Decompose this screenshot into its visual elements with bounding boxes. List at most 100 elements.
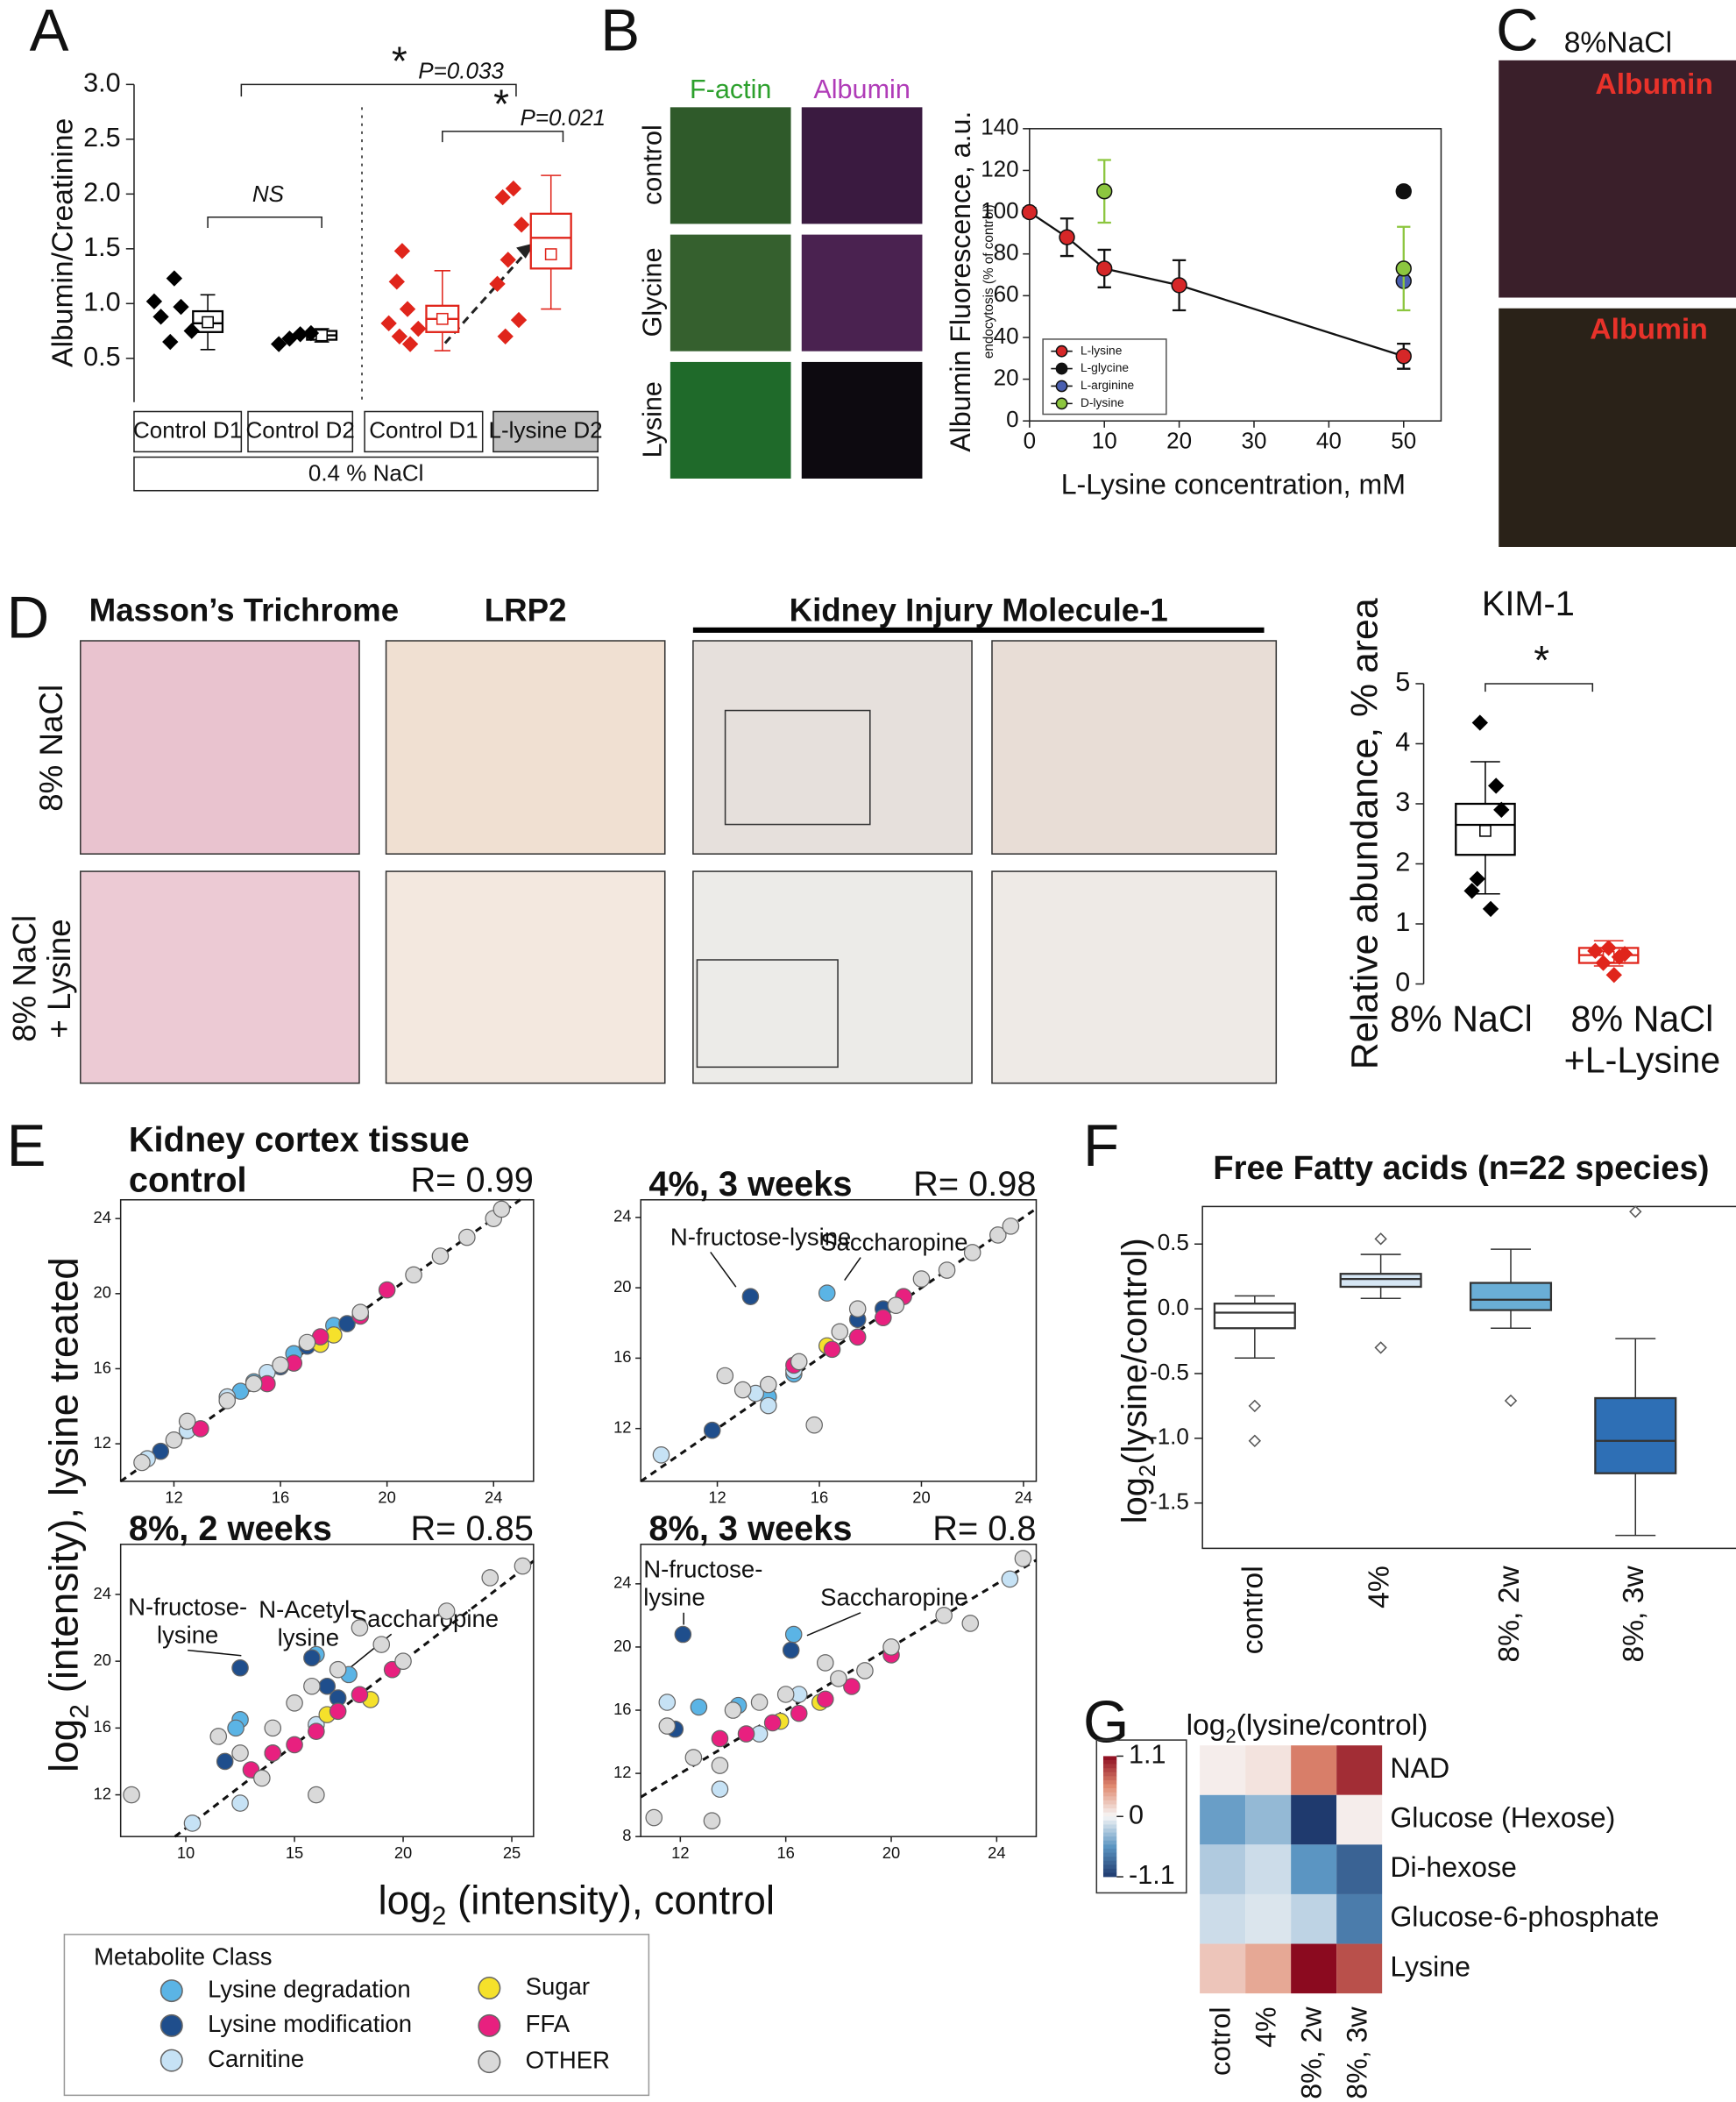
legend-label: Sugar [526,1972,590,1999]
panel-letter: E [7,1113,46,1179]
data-point [231,1658,249,1677]
legend-marker [159,1979,183,2003]
legend-marker [1055,380,1068,393]
x-tick-label: 20 [394,1843,412,1862]
micrograph [385,640,666,855]
data-point [253,1769,271,1787]
data-point [514,1557,532,1575]
micrograph [670,234,791,352]
y-axis-label: Relative abundance, % area [1344,598,1386,1069]
data-point [741,1288,760,1305]
data-point [481,1569,500,1587]
plot-frame [119,1198,535,1482]
colorbar-label: 1.1 [1129,1740,1166,1770]
micrograph [801,234,923,352]
x-tick-label: 20 [882,1843,900,1862]
colorbar-segment [1102,1857,1117,1862]
y-tick-label: 24 [94,1584,111,1602]
data-point [351,1686,369,1704]
heatmap-cell [1291,1893,1337,1944]
y-tick-label: 100 [981,197,1018,224]
data-point [703,1812,721,1829]
label-text: (intensity), control [446,1878,775,1923]
data-point [329,1660,347,1679]
x-tick-label: control [1237,1566,1270,1654]
colorbar-segment [1102,1816,1117,1821]
y-tick-label: 0.0 [1158,1294,1189,1320]
data-point [790,1353,808,1371]
data-point [1595,955,1612,971]
data-point [329,1702,347,1721]
outlier [1374,1232,1387,1246]
label-text: log [378,1878,431,1923]
label-text: (lysine/control) [1236,1709,1428,1742]
annotation: * [493,81,509,126]
data-point [303,1677,321,1695]
legend-label: D-lysine [1081,396,1124,409]
label-text: log [41,1719,87,1772]
y-tick-label: 1.5 [83,232,121,262]
x-tick-label: L-lysine D2 [489,416,603,443]
colorbar-segment [1102,1844,1117,1850]
colorbar-segment [1102,1772,1117,1777]
data-point [391,328,408,344]
plot-frame [1201,1205,1736,1550]
panel-letter: A [30,0,69,64]
x-tick-label: 8% NaCl [1390,998,1533,1039]
group-note: 0.4 % NaCl [308,459,424,486]
x-tick-label: 24 [485,1488,502,1507]
colorbar-segment [1102,1764,1117,1769]
panel-letter: B [600,0,640,64]
box [1594,1396,1677,1474]
y-tick-label: 16 [94,1717,111,1736]
colorbar-segment [1102,1852,1117,1857]
data-point [938,1261,956,1279]
row-label: Glucose-6-phosphate [1390,1901,1659,1933]
data-point [286,1736,303,1754]
x-tick-label: 16 [811,1488,828,1507]
data-point [1611,948,1628,965]
heatmap-cell [1200,1943,1246,1994]
y-tick-label: 120 [981,155,1018,181]
y-tick-label: 4 [1395,728,1410,757]
data-point [298,1333,316,1352]
colorbar-segment [1102,1779,1117,1785]
data-point [875,1309,892,1327]
y-tick-label: 140 [981,114,1018,140]
y-tick-label: 12 [94,1433,111,1452]
data-point [1096,183,1113,200]
y-tick-label: 24 [613,1207,631,1225]
heatmap-cell [1245,1745,1292,1795]
inset-box [724,709,871,826]
legend-label: OTHER [526,2046,610,2073]
data-point [882,1638,900,1656]
data-point [684,1749,703,1766]
data-point [338,1315,356,1332]
mean-marker [1479,824,1492,837]
plot-frame [640,1198,1038,1482]
row-label: Glucose (Hexose) [1390,1802,1615,1834]
data-point [658,1717,677,1735]
axis-label: log2 (intensity), control [378,1878,775,1931]
colorbar-segment [1102,1864,1117,1870]
data-point [216,1752,234,1771]
heatmap-cell [1245,1794,1292,1845]
x-tick-label: 40 [1316,428,1342,454]
x-tick-label: 10 [1092,428,1117,454]
colorbar-segment [1102,1860,1117,1865]
data-point [843,1678,861,1695]
data-point [431,1247,450,1265]
data-point [286,1694,303,1712]
data-point [831,1323,849,1341]
y-tick-label: 20 [994,364,1019,390]
legend-marker [1055,397,1068,410]
data-point [724,1701,742,1719]
data-point [1488,778,1505,794]
data-point [645,1808,663,1827]
x-tick-label: 16 [272,1488,289,1507]
mean-marker [544,248,557,260]
data-point [1171,277,1187,294]
heatmap-cell [1291,1943,1337,1994]
y-tick-label: 2.5 [83,123,121,153]
micrograph [692,870,973,1084]
